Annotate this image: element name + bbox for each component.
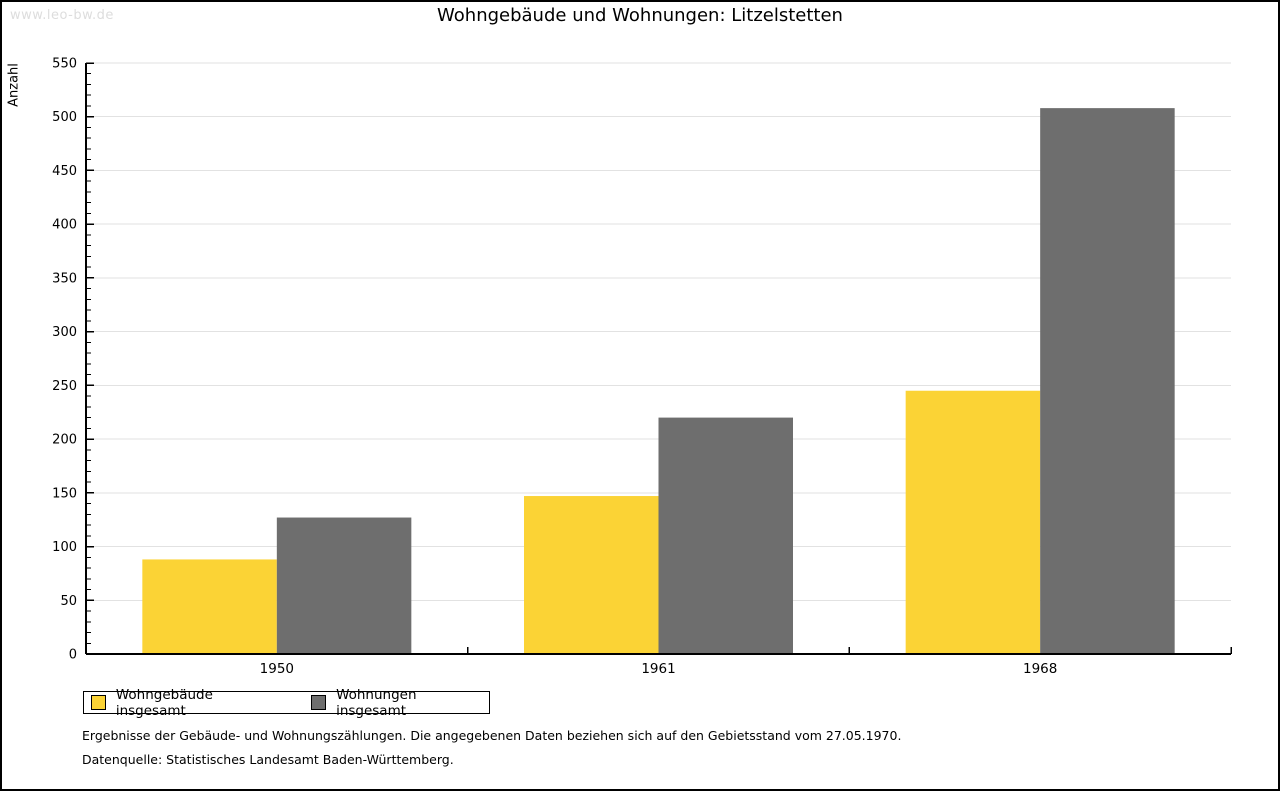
y-tick-label-200: 200 bbox=[52, 433, 77, 448]
y-tick-label-50: 50 bbox=[60, 594, 77, 609]
y-tick-label-350: 350 bbox=[52, 271, 77, 286]
legend-label-wohngebaeude: Wohngebäude insgesamt bbox=[115, 686, 213, 719]
legend-label-wohnungen: Wohnungen insgesamt bbox=[336, 686, 417, 719]
y-axis-label: Anzahl bbox=[6, 63, 22, 107]
page-title: Wohngebäude und Wohnungen: Litzelstetten bbox=[437, 5, 843, 26]
y-tick-label-250: 250 bbox=[52, 379, 77, 394]
bar-wohngebäude-1968 bbox=[905, 390, 1041, 654]
x-tick-label-1968: 1968 bbox=[1023, 661, 1057, 677]
x-tick-label-1961: 1961 bbox=[641, 661, 675, 677]
y-tick-label-150: 150 bbox=[52, 486, 77, 501]
y-tick-label-100: 100 bbox=[52, 540, 77, 555]
legend-swatch-gray-icon bbox=[311, 695, 327, 710]
watermark: www.leo-bw.de bbox=[10, 8, 114, 23]
bar-wohngebäude-1961 bbox=[524, 496, 659, 654]
y-tick-label-300: 300 bbox=[52, 325, 77, 340]
x-tick-label-1950: 1950 bbox=[260, 661, 294, 677]
bar-wohnungen-1968 bbox=[1040, 108, 1175, 654]
bar-wohngebäude-1950 bbox=[142, 559, 277, 654]
y-tick-label-500: 500 bbox=[52, 110, 77, 125]
footnote-line-2: Datenquelle: Statistisches Landesamt Bad… bbox=[82, 752, 454, 767]
legend-item-wohngebaeude: Wohngebäude insgesamt bbox=[91, 687, 285, 719]
bar-wohnungen-1961 bbox=[658, 417, 793, 654]
footnote-line-1: Ergebnisse der Gebäude- und Wohnungszähl… bbox=[82, 728, 902, 743]
y-tick-label-400: 400 bbox=[52, 218, 77, 233]
legend-item-wohnungen: Wohnungen insgesamt bbox=[311, 687, 489, 719]
y-tick-label-550: 550 bbox=[52, 57, 77, 72]
legend-swatch-yellow-icon bbox=[91, 695, 106, 710]
y-tick-label-0: 0 bbox=[69, 648, 77, 663]
bar-wohnungen-1950 bbox=[276, 517, 412, 654]
legend: Wohngebäude insgesamt Wohnungen insgesam… bbox=[83, 687, 490, 719]
y-tick-label-450: 450 bbox=[52, 164, 77, 179]
